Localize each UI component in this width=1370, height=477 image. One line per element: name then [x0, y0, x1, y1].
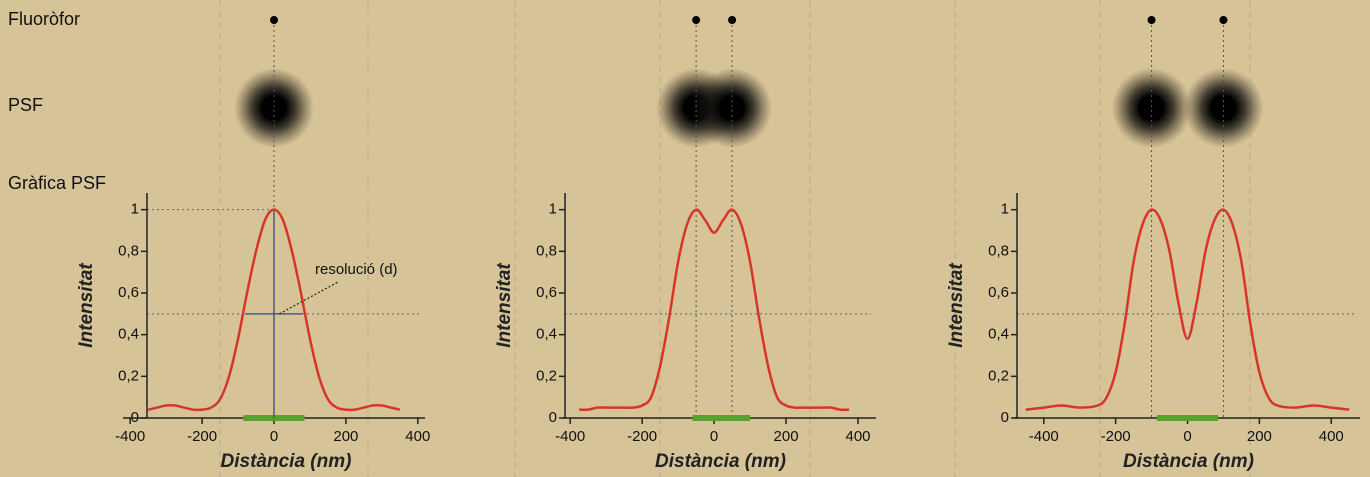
x-axis-title: Distància (nm)	[655, 451, 786, 472]
y-tick-label: 1	[131, 201, 139, 218]
y-tick-label: 0	[1001, 409, 1009, 426]
x-tick-label: -400	[555, 428, 585, 445]
x-tick-label: 200	[333, 428, 358, 445]
x-tick-label: -200	[1101, 428, 1131, 445]
psf-blob	[234, 68, 314, 148]
x-tick-label: 0	[270, 428, 278, 445]
row-label: Fluoròfor	[8, 9, 80, 29]
x-tick-label: 200	[1247, 428, 1272, 445]
y-tick-label: 0	[549, 409, 557, 426]
fluorophore	[728, 16, 737, 24]
x-tick-label: -200	[187, 428, 217, 445]
y-tick-label: 0,6	[988, 284, 1009, 301]
fluorophore	[692, 16, 701, 24]
x-tick-label: 400	[1319, 428, 1344, 445]
y-tick-label: 0,4	[988, 326, 1009, 343]
resolution-bar	[1156, 415, 1219, 421]
psf-blob	[1111, 68, 1192, 148]
psf-curve	[579, 208, 850, 412]
x-axis-title: Distància (nm)	[221, 451, 352, 472]
y-tick-label: 0	[131, 409, 139, 426]
x-tick-label: 0	[710, 428, 718, 445]
x-tick-label: 400	[405, 428, 430, 445]
y-tick-label: 0,6	[536, 284, 557, 301]
y-tick-label: 0,2	[988, 367, 1009, 384]
y-tick-label: 0,2	[118, 367, 139, 384]
y-tick-label: 0,8	[536, 242, 557, 259]
annotation: resolució (d)	[315, 261, 398, 278]
psf-blob	[1183, 68, 1264, 148]
psf-blob	[692, 68, 773, 148]
y-tick-label: 0,8	[988, 242, 1009, 259]
y-tick-label: 0,2	[536, 367, 557, 384]
y-axis-title: Intensitat	[946, 263, 967, 348]
fluorophore	[270, 16, 278, 24]
x-tick-label: 200	[774, 428, 799, 445]
x-tick-label: -200	[627, 428, 657, 445]
y-axis-title: Intensitat	[76, 263, 97, 348]
fluorophore	[1147, 16, 1156, 24]
y-tick-label: 0,8	[118, 242, 139, 259]
y-tick-label: 1	[1001, 201, 1009, 218]
annotation-pointer	[279, 281, 339, 315]
y-axis-title: Intensitat	[494, 263, 515, 348]
x-tick-label: 400	[845, 428, 870, 445]
psf-curve	[1025, 208, 1350, 411]
y-tick-label: 0,4	[118, 326, 139, 343]
fluorophore	[1219, 16, 1228, 24]
y-tick-label: 0,4	[536, 326, 557, 343]
y-tick-label: 0,6	[118, 284, 139, 301]
x-tick-label: 0	[1183, 428, 1191, 445]
resolution-bar	[692, 415, 751, 421]
psf-curve	[147, 208, 401, 412]
row-label: PSF	[8, 95, 43, 115]
y-tick-label: 1	[549, 201, 557, 218]
x-axis-title: Distància (nm)	[1123, 451, 1254, 472]
x-tick-label: -400	[1029, 428, 1059, 445]
row-label: Gràfica PSF	[8, 173, 106, 193]
paper-lines	[219, 0, 1251, 477]
x-tick-label: -400	[115, 428, 145, 445]
